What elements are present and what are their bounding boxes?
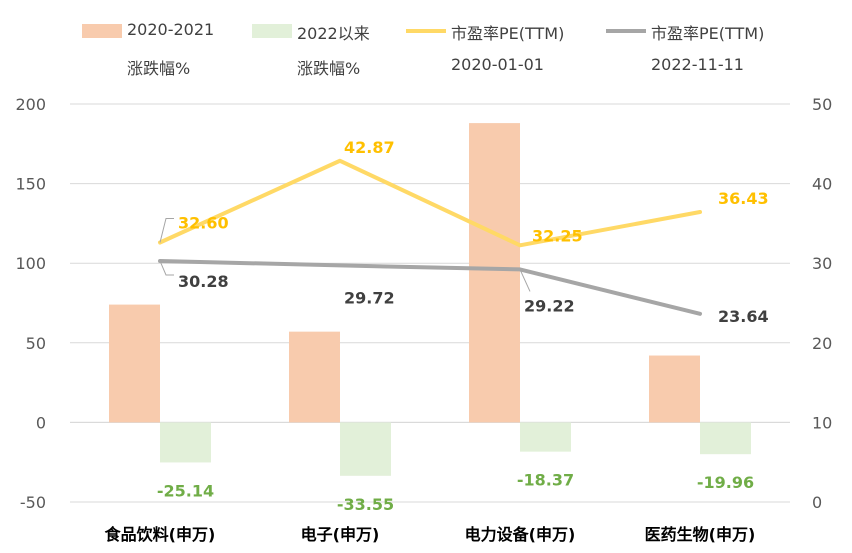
- bar-2020-2021-3: [649, 355, 700, 423]
- legend-sublabel-2020-2021: 涨跌幅%: [127, 59, 191, 78]
- x-category-label: 电子(申万): [301, 525, 380, 544]
- y-right-tick-label: 30: [812, 254, 832, 273]
- y-left-tick-label: 200: [15, 95, 46, 114]
- y-right-tick-label: 10: [812, 413, 832, 432]
- line-pe-2020: [158, 158, 702, 248]
- line-data-label: 23.64: [718, 307, 769, 326]
- x-category-label: 电力设备(申万): [465, 525, 576, 544]
- legend-sublabel-pe-2022: 2022-11-11: [651, 55, 744, 74]
- bar-data-label: -19.96: [697, 473, 754, 492]
- bar-data-label: -18.37: [517, 471, 574, 490]
- line-data-label: 29.22: [524, 296, 575, 315]
- y-left-tick-label: 100: [15, 254, 46, 273]
- legend-swatch-2022: [252, 24, 292, 38]
- y-right-tick-label: 0: [812, 493, 822, 512]
- x-category-label: 食品饮料(申万): [104, 525, 216, 544]
- y-left-tick-label: 150: [15, 175, 46, 194]
- bar-data-label: -33.55: [337, 495, 394, 514]
- line-data-label: 30.28: [178, 272, 229, 291]
- legend-sublabel-pe-2020: 2020-01-01: [451, 55, 544, 74]
- y-left-tick-label: 0: [36, 413, 46, 432]
- legend-swatch-pe-2020: [406, 29, 446, 33]
- legend-label-pe-2020: 市盈率PE(TTM): [451, 24, 565, 43]
- legend-swatch-2020-2021: [82, 24, 122, 38]
- bar-2020-2021-0: [109, 304, 160, 423]
- bar-2020-2021-1: [289, 331, 340, 423]
- bar-2022-0: [160, 422, 211, 463]
- legend-label-pe-2022: 市盈率PE(TTM): [651, 24, 765, 43]
- line-pe-2022: [158, 258, 702, 316]
- y-right-tick-label: 20: [812, 334, 832, 353]
- y-right-tick-label: 50: [812, 95, 832, 114]
- line-data-label: 32.60: [178, 214, 229, 233]
- leader-line: [159, 218, 174, 243]
- bar-2022-2: [520, 422, 571, 452]
- leader-line: [159, 260, 174, 276]
- y-right-tick-label: 40: [812, 175, 832, 194]
- x-category-label: 医药生物(申万): [645, 525, 756, 544]
- bar-2022-3: [700, 422, 751, 455]
- legend-sublabel-2022: 涨跌幅%: [297, 59, 361, 78]
- bar-2020-2021-2: [469, 123, 520, 423]
- y-left-tick-label: -50: [20, 493, 46, 512]
- y-left-tick-label: 50: [26, 334, 46, 353]
- line-data-label: 36.43: [718, 189, 769, 208]
- leader-line: [519, 269, 531, 292]
- legend-label-2022: 2022以来: [297, 24, 370, 43]
- line-data-label: 42.87: [344, 138, 395, 157]
- legend-swatch-pe-2022: [606, 29, 646, 33]
- legend-label-2020-2021: 2020-2021: [127, 20, 215, 39]
- bar-data-label: -25.14: [157, 481, 214, 500]
- line-data-label: 29.72: [344, 288, 395, 307]
- bar-2022-1: [340, 422, 391, 476]
- line-data-label: 32.25: [532, 226, 583, 245]
